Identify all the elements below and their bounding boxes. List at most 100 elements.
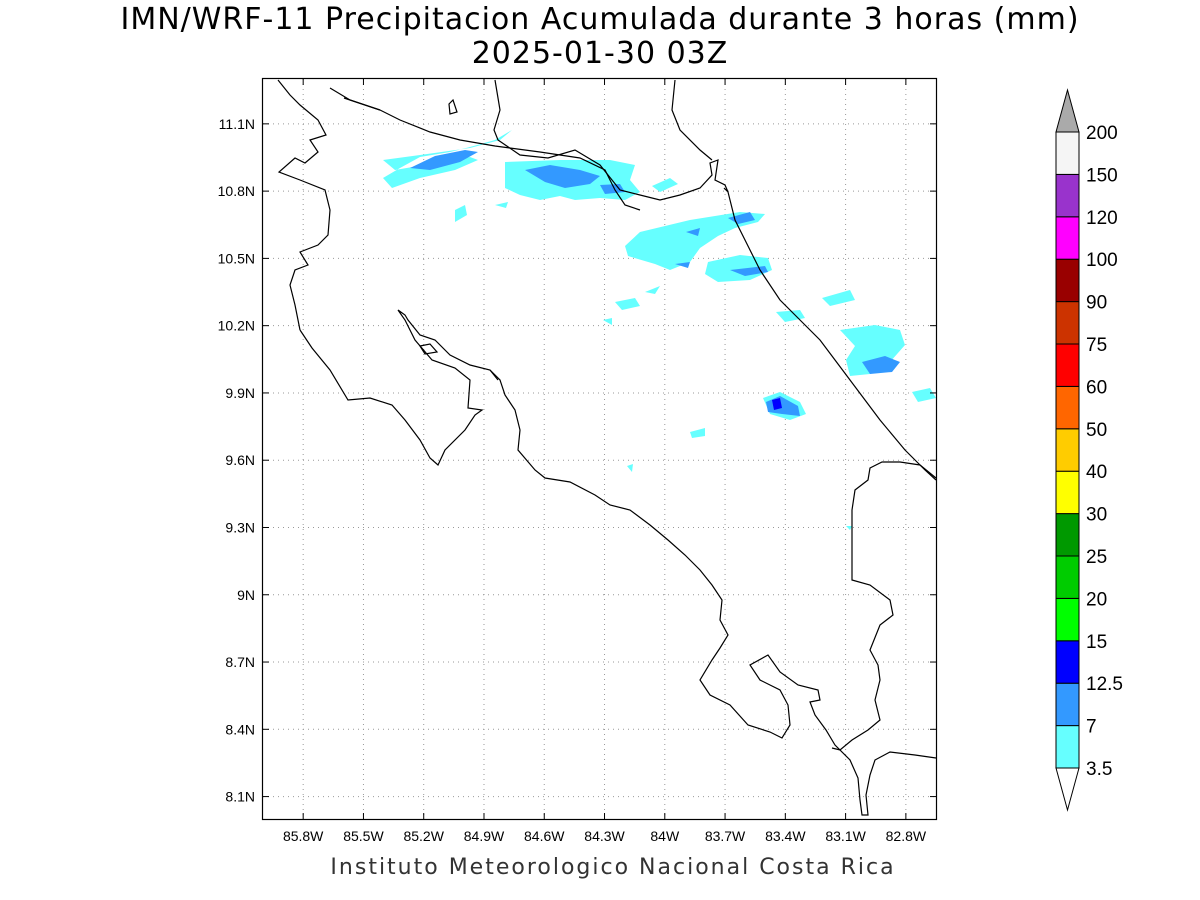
lat-tick-label: 8.4N (225, 721, 255, 737)
lat-tick-label: 9.6N (225, 452, 255, 468)
pacific-coast-nicoya (299, 309, 499, 466)
legend-swatch (1055, 725, 1080, 769)
legend-label: 60 (1086, 377, 1107, 398)
legend-swatch (1055, 682, 1080, 727)
footer-institution: Instituto Meteorologico Nacional Costa R… (330, 855, 896, 880)
precip-moderate-area (686, 228, 700, 236)
legend-swatch (1055, 343, 1080, 387)
legend-label: 100 (1086, 250, 1118, 271)
precip-light-area (822, 290, 855, 306)
precip-band-north-2 (455, 160, 678, 222)
nicaragua-border-line (343, 97, 641, 211)
longitude-labels: 85.8W 85.5W 85.2W 84.9W 84.6W 84.3W 84W 83.7W 83… (283, 828, 927, 844)
nicaragua-river-coast (493, 79, 729, 201)
lon-tick-label: 84.6W (524, 828, 565, 844)
legend-label: 25 (1086, 547, 1107, 568)
precip-light-area (840, 325, 905, 376)
legend-label: 50 (1086, 420, 1107, 441)
legend-swatch (1055, 428, 1080, 472)
precip-moderate-area (730, 266, 768, 276)
legend-swatch (1055, 597, 1080, 642)
legend-label: 12.5 (1086, 674, 1123, 695)
precip-moderate-area (862, 356, 900, 374)
legend-swatch (1055, 301, 1080, 345)
legend-arrow-bottom (1055, 767, 1080, 812)
precip-light-area (912, 388, 936, 402)
lat-tick-label: 10.5N (218, 250, 255, 266)
lon-tick-label: 85.8W (283, 828, 324, 844)
legend-swatch (1055, 513, 1080, 557)
legend-label: 40 (1086, 462, 1107, 483)
latitude-labels: 11.1N 10.8N 10.5N 10.2N 9.9N 9.6N 9.3N 9N 8.7N 8.… (218, 116, 255, 805)
legend-swatch (1055, 258, 1080, 303)
coastline-and-borders (277, 79, 937, 816)
caribbean-coast (727, 191, 937, 481)
precip-light-area (495, 202, 508, 208)
legend-swatch (1055, 385, 1080, 430)
nicaragua-coast-north (277, 79, 331, 331)
lat-tick-label: 9.9N (225, 385, 255, 401)
legend-label: 20 (1086, 589, 1107, 610)
legend-label: 15 (1086, 632, 1107, 653)
legend-label: 90 (1086, 293, 1107, 314)
precip-light-area (846, 526, 852, 530)
legend-arrow-top (1055, 88, 1080, 133)
legend-label: 75 (1086, 335, 1107, 356)
lon-tick-label: 82.8W (886, 828, 927, 844)
pacific-coast-central (489, 369, 937, 816)
precip-light-area (383, 130, 512, 188)
precip-band-central (603, 212, 772, 325)
legend-label: 7 (1086, 717, 1097, 738)
precip-moderate-area (728, 212, 755, 224)
lat-tick-label: 10.8N (218, 183, 255, 199)
lat-tick-label: 9.3N (225, 519, 255, 535)
lat-tick-label: 9N (237, 587, 255, 603)
legend-label: 150 (1086, 165, 1118, 186)
chart-title: IMN/WRF-11 Precipitacion Acumulada duran… (120, 2, 1080, 37)
lon-tick-label: 84.3W (584, 828, 625, 844)
lon-tick-label: 84.9W (464, 828, 505, 844)
legend-swatch (1055, 555, 1080, 599)
grid-lines (263, 79, 936, 819)
precipitation-areas (383, 130, 936, 530)
precip-light-area (625, 212, 765, 270)
precip-light-area (627, 464, 633, 472)
axis-ticks (263, 79, 936, 819)
lat-tick-label: 10.2N (218, 318, 255, 334)
precip-light-area (776, 310, 805, 322)
precip-moderate-area (600, 184, 625, 194)
nicaragua-coast-b (329, 87, 381, 111)
legend-swatch (1055, 131, 1080, 175)
precip-band-north-1 (383, 130, 512, 188)
chart-subtitle-datetime: 2025-01-30 03Z (471, 36, 729, 71)
precip-light-area (652, 178, 678, 192)
caribbean-coast-north (671, 79, 713, 161)
lat-tick-label: 8.1N (225, 789, 255, 805)
lake-island (448, 98, 458, 115)
legend-label: 120 (1086, 208, 1118, 229)
precip-light-area (645, 286, 660, 294)
lat-tick-label: 11.1N (219, 116, 255, 132)
lon-tick-label: 85.5W (343, 828, 384, 844)
gulf-nicoya-island (419, 343, 439, 355)
lon-tick-label: 83.4W (765, 828, 806, 844)
lon-tick-label: 83.7W (705, 828, 746, 844)
precip-light-area (603, 318, 612, 325)
lon-tick-label: 84W (650, 828, 680, 844)
precip-moderate-area (525, 165, 600, 188)
precip-light-area (455, 205, 467, 222)
precip-heavy-area (772, 398, 782, 410)
color-legend: 3.5 7 12.5 15 20 25 30 40 50 60 75 90 100 120 150 200 (1055, 88, 1123, 812)
precip-light-area (690, 428, 705, 438)
precip-moderate-area (675, 262, 690, 268)
legend-label: 3.5 (1086, 759, 1112, 780)
lat-tick-label: 8.7N (225, 654, 255, 670)
precip-light-area (615, 298, 640, 310)
lon-tick-label: 83.1W (825, 828, 866, 844)
panama-border-north (831, 461, 937, 751)
legend-swatch (1055, 470, 1080, 515)
precip-band-east (627, 290, 936, 530)
lon-tick-label: 85.2W (403, 828, 444, 844)
legend-label: 30 (1086, 505, 1107, 526)
